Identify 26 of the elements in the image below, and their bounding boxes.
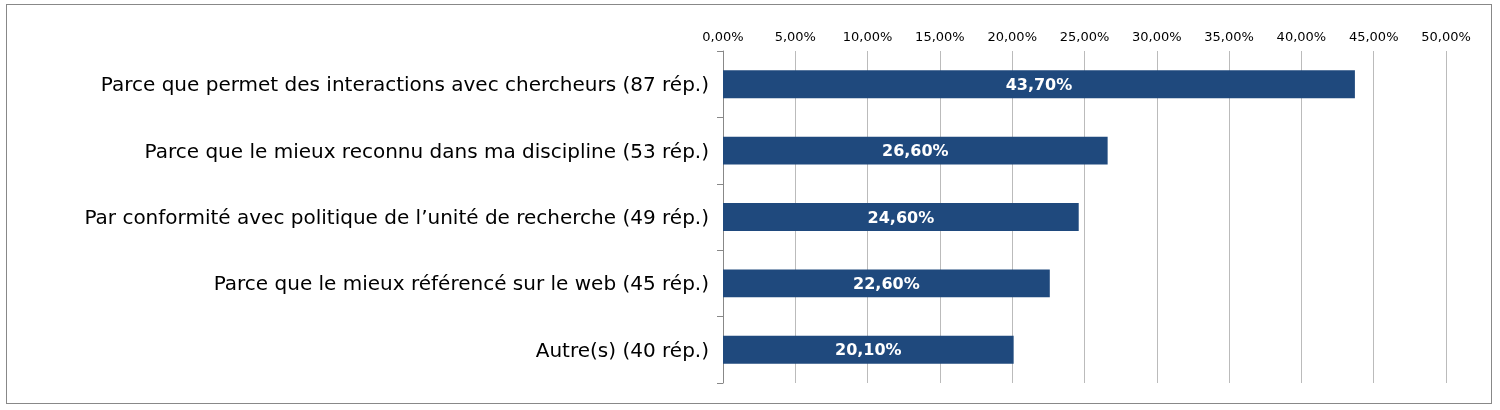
y-tick-label: Par conformité avec politique de l’unité de recherche (49 rép.) [84, 205, 709, 229]
x-tick-label: 5,00% [774, 29, 816, 44]
x-tick-label: 10,00% [842, 29, 893, 44]
x-tick-label: 45,00% [1348, 29, 1399, 44]
y-tick-label: Parce que permet des interactions avec chercheurs (87 rép.) [100, 72, 709, 97]
bar [723, 203, 1079, 231]
bar [723, 269, 1050, 298]
x-tick-label: 35,00% [1204, 29, 1254, 44]
bar [723, 70, 1355, 99]
y-tick-label: Parce que le mieux reconnu dans ma discipline (53 rép.) [144, 138, 709, 163]
x-tick-label: 25,00% [1059, 29, 1110, 44]
x-tick-label: 30,00% [1132, 29, 1182, 44]
x-tick-label: 50,00% [1421, 29, 1471, 44]
x-tick-label: 20,00% [987, 29, 1037, 44]
bar [723, 335, 1014, 364]
data-label: 43,70% [1005, 74, 1073, 94]
bar [723, 136, 1108, 165]
data-label: 22,60% [853, 273, 920, 293]
data-label: 26,60% [882, 141, 949, 161]
x-tick-label: 40,00% [1276, 29, 1327, 44]
data-label: 24,60% [867, 207, 935, 227]
x-tick-label: 15,00% [915, 29, 965, 44]
data-label: 20,10% [835, 340, 902, 360]
y-tick-label: Parce que le mieux référencé sur le web (45 rép.) [213, 271, 709, 296]
y-tick-label: Autre(s) (40 rép.) [535, 337, 709, 362]
x-tick-label: 0,00% [702, 29, 744, 44]
